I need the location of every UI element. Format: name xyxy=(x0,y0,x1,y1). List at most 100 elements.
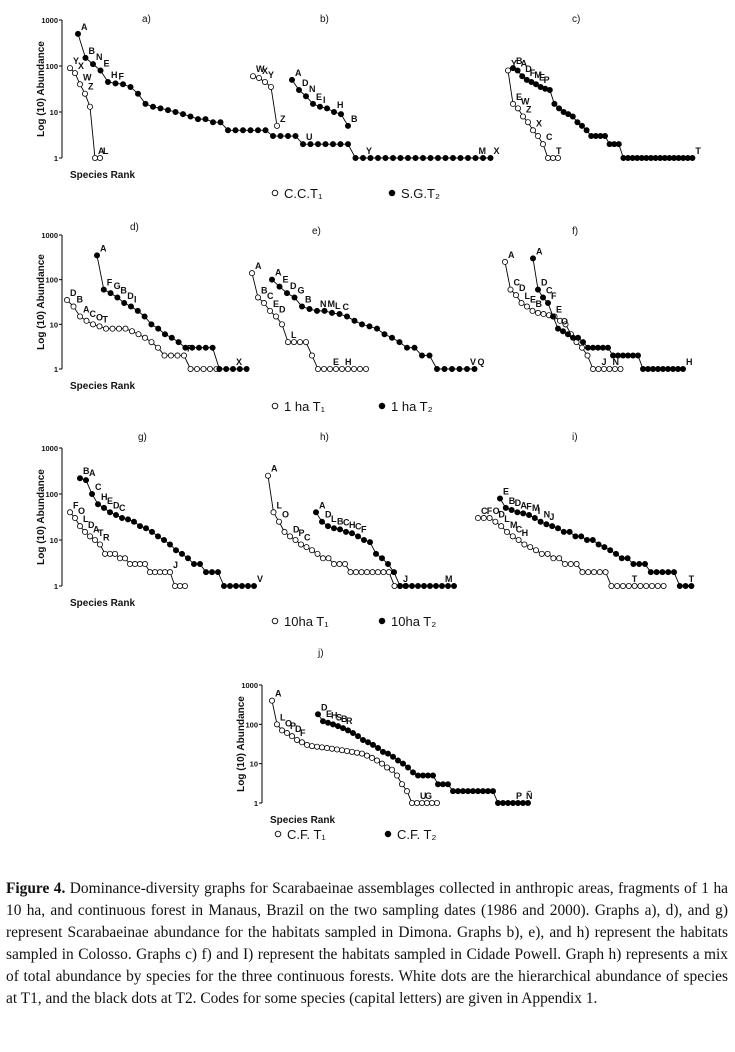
filled-dot xyxy=(107,290,114,297)
species-code: N xyxy=(320,299,327,309)
species-code: C xyxy=(481,506,488,516)
open-dot xyxy=(363,752,370,759)
filled-dot xyxy=(324,523,331,530)
species-code: C xyxy=(546,132,553,142)
filled-dot xyxy=(322,141,329,148)
open-dot xyxy=(654,583,661,590)
legend-label: C.F. T₂ xyxy=(397,827,436,842)
species-code: A xyxy=(319,500,326,510)
panel-title: a) xyxy=(142,14,151,25)
filled-dot xyxy=(179,111,186,118)
filled-dot xyxy=(161,331,168,338)
species-code: A xyxy=(275,689,282,699)
filled-dot xyxy=(94,252,101,259)
filled-dot xyxy=(307,141,314,148)
species-code: R xyxy=(103,532,110,542)
filled-dot xyxy=(302,93,309,100)
filled-dot xyxy=(316,103,323,110)
filled-dot xyxy=(680,365,687,372)
caption-text: Dominance-diversity graphs for Scarabaei… xyxy=(6,880,728,1007)
open-dot xyxy=(595,365,602,372)
open-dot xyxy=(122,325,129,332)
species-code: X xyxy=(262,66,268,76)
filled-dot xyxy=(499,800,506,807)
filled-dot xyxy=(660,365,667,372)
filled-dot xyxy=(97,67,104,74)
open-dot xyxy=(284,339,291,346)
open-dot xyxy=(107,550,114,557)
legend-label: 1 ha T₂ xyxy=(391,399,433,414)
species-code: U xyxy=(306,132,313,142)
filled-dot xyxy=(382,154,389,161)
open-dot xyxy=(328,745,335,752)
filled-dot xyxy=(336,526,343,533)
filled-dot xyxy=(671,569,678,576)
filled-dot xyxy=(414,583,421,590)
filled-dot xyxy=(620,352,627,359)
filled-dot xyxy=(530,255,537,262)
filled-dot xyxy=(463,365,470,372)
open-dot xyxy=(270,509,277,516)
filled-dot xyxy=(220,583,227,590)
open-dot xyxy=(428,800,435,807)
panel-title: h) xyxy=(320,432,329,443)
filled-dot xyxy=(323,105,330,112)
open-dot xyxy=(555,154,562,161)
filled-dot xyxy=(595,344,602,351)
species-code: B xyxy=(261,285,268,295)
filled-dot xyxy=(324,719,331,726)
species-code: L xyxy=(525,291,531,301)
filled-dot xyxy=(187,113,194,120)
species-code: D xyxy=(70,288,77,298)
open-dot xyxy=(562,321,569,328)
open-dot xyxy=(336,561,343,568)
species-code: H xyxy=(522,528,529,538)
filled-dot xyxy=(148,528,155,535)
legend-marker xyxy=(384,830,392,838)
open-dot xyxy=(614,583,621,590)
y-tick-label: 100 xyxy=(45,62,58,71)
filled-dot xyxy=(337,141,344,148)
open-dot xyxy=(562,561,569,568)
open-dot xyxy=(403,788,410,795)
legend-marker xyxy=(271,402,279,410)
filled-dot xyxy=(630,352,637,359)
open-dot xyxy=(278,727,285,734)
filled-dot xyxy=(384,561,391,568)
species-code: O xyxy=(561,317,568,327)
species-code: L xyxy=(103,146,109,156)
filled-dot xyxy=(624,555,631,562)
filled-dot xyxy=(403,344,410,351)
filled-dot xyxy=(226,583,233,590)
open-dot xyxy=(433,800,440,807)
filled-dot xyxy=(244,583,251,590)
filled-dot xyxy=(83,477,90,484)
filled-dot xyxy=(82,54,89,61)
species-code: C xyxy=(343,302,350,312)
filled-dot xyxy=(412,154,419,161)
open-dot xyxy=(77,313,84,320)
open-dot xyxy=(67,65,74,72)
legend-label: 1 ha T₁ xyxy=(284,399,326,414)
filled-dot xyxy=(334,723,341,730)
filled-dot xyxy=(232,127,239,134)
filled-dot xyxy=(306,306,313,313)
species-code: I xyxy=(323,95,326,105)
filled-dot xyxy=(504,800,511,807)
open-dot xyxy=(550,555,557,562)
filled-dot xyxy=(545,300,552,307)
filled-dot xyxy=(642,561,649,568)
open-dot xyxy=(323,745,330,752)
series-line xyxy=(267,475,406,587)
filled-dot xyxy=(449,154,456,161)
open-dot xyxy=(261,78,268,85)
filled-dot xyxy=(531,515,538,522)
filled-dot xyxy=(600,344,607,351)
species-code: X xyxy=(494,146,500,156)
filled-dot xyxy=(404,764,411,771)
filled-dot xyxy=(456,365,463,372)
filled-dot xyxy=(114,294,121,301)
legend-marker xyxy=(271,189,279,197)
species-code: W xyxy=(256,64,265,74)
filled-dot xyxy=(520,800,527,807)
